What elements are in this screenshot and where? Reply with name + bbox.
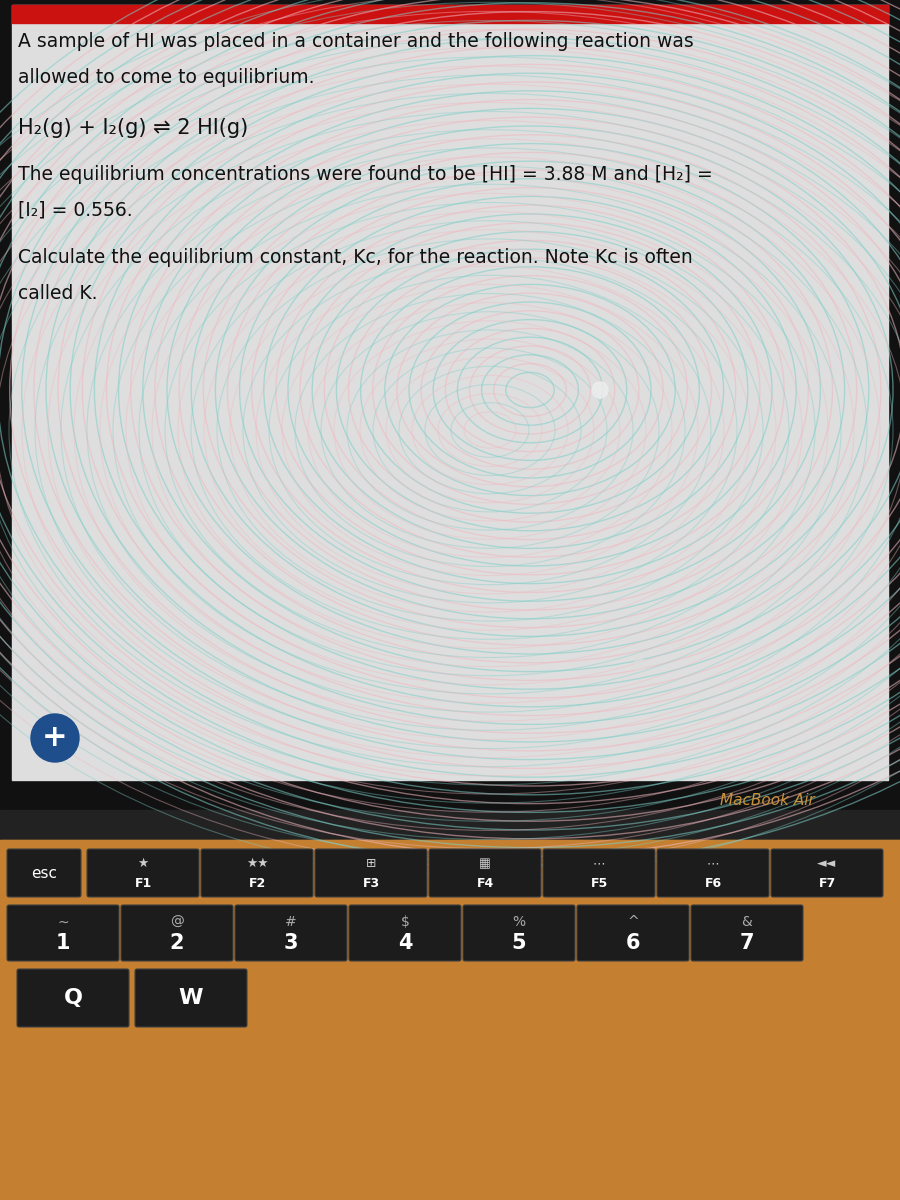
Text: F3: F3	[363, 877, 380, 889]
Text: ^: ^	[627, 916, 639, 929]
Text: ⋯: ⋯	[593, 857, 605, 870]
FancyBboxPatch shape	[7, 905, 119, 961]
Text: &: &	[742, 916, 752, 929]
FancyBboxPatch shape	[315, 850, 427, 898]
FancyBboxPatch shape	[121, 905, 233, 961]
Text: W: W	[179, 988, 203, 1008]
Text: called K.: called K.	[18, 284, 97, 302]
FancyBboxPatch shape	[429, 850, 541, 898]
Text: ◄◄: ◄◄	[817, 857, 837, 870]
Bar	[12, 5, 888, 23]
FancyBboxPatch shape	[543, 850, 655, 898]
Text: %: %	[512, 916, 526, 929]
Text: @: @	[170, 916, 184, 929]
Text: F2: F2	[248, 877, 266, 889]
Text: ★: ★	[138, 857, 148, 870]
Text: F1: F1	[134, 877, 151, 889]
Text: Calculate the equilibrium constant, Kc, for the reaction. Note Kc is often: Calculate the equilibrium constant, Kc, …	[18, 248, 693, 266]
Text: F5: F5	[590, 877, 608, 889]
Text: 3: 3	[284, 932, 298, 953]
FancyBboxPatch shape	[235, 905, 347, 961]
FancyBboxPatch shape	[771, 850, 883, 898]
FancyBboxPatch shape	[691, 905, 803, 961]
FancyBboxPatch shape	[577, 905, 689, 961]
Text: #: #	[285, 916, 297, 929]
Text: 7: 7	[740, 932, 754, 953]
Text: ▦: ▦	[479, 857, 490, 870]
Text: 1: 1	[56, 932, 70, 953]
Text: [I₂] = 0.556.: [I₂] = 0.556.	[18, 200, 132, 220]
FancyBboxPatch shape	[17, 970, 129, 1027]
Text: ⋯: ⋯	[706, 857, 719, 870]
Text: +: +	[42, 724, 68, 752]
Text: $: $	[400, 916, 410, 929]
Bar	[12, 5, 888, 780]
Text: 6: 6	[626, 932, 640, 953]
FancyBboxPatch shape	[201, 850, 313, 898]
FancyBboxPatch shape	[87, 850, 199, 898]
Text: allowed to come to equilibrium.: allowed to come to equilibrium.	[18, 68, 314, 86]
FancyBboxPatch shape	[463, 905, 575, 961]
Text: H₂(g) + I₂(g) ⇌ 2 HI(g): H₂(g) + I₂(g) ⇌ 2 HI(g)	[18, 118, 248, 138]
Text: The equilibrium concentrations were found to be [HI] = 3.88 M and [H₂] =: The equilibrium concentrations were foun…	[18, 164, 713, 184]
Text: F4: F4	[476, 877, 493, 889]
Bar	[0, 840, 900, 1200]
Text: 4: 4	[398, 932, 412, 953]
Circle shape	[31, 714, 79, 762]
Text: A sample of HI was placed in a container and the following reaction was: A sample of HI was placed in a container…	[18, 32, 694, 50]
Bar	[0, 810, 900, 840]
Text: ★★: ★★	[246, 857, 268, 870]
Text: Q: Q	[64, 988, 83, 1008]
Circle shape	[634, 659, 646, 671]
Bar	[0, 840, 900, 1200]
Text: ⊞: ⊞	[365, 857, 376, 870]
FancyBboxPatch shape	[7, 850, 81, 898]
Text: 5: 5	[512, 932, 526, 953]
FancyBboxPatch shape	[657, 850, 769, 898]
Text: esc: esc	[31, 865, 57, 881]
Text: MacBook Air: MacBook Air	[720, 793, 814, 808]
Circle shape	[592, 382, 608, 398]
Text: F6: F6	[705, 877, 722, 889]
Text: ~: ~	[58, 916, 68, 929]
FancyBboxPatch shape	[135, 970, 247, 1027]
Bar	[0, 0, 900, 810]
Text: 2: 2	[170, 932, 184, 953]
FancyBboxPatch shape	[349, 905, 461, 961]
Text: F7: F7	[818, 877, 835, 889]
